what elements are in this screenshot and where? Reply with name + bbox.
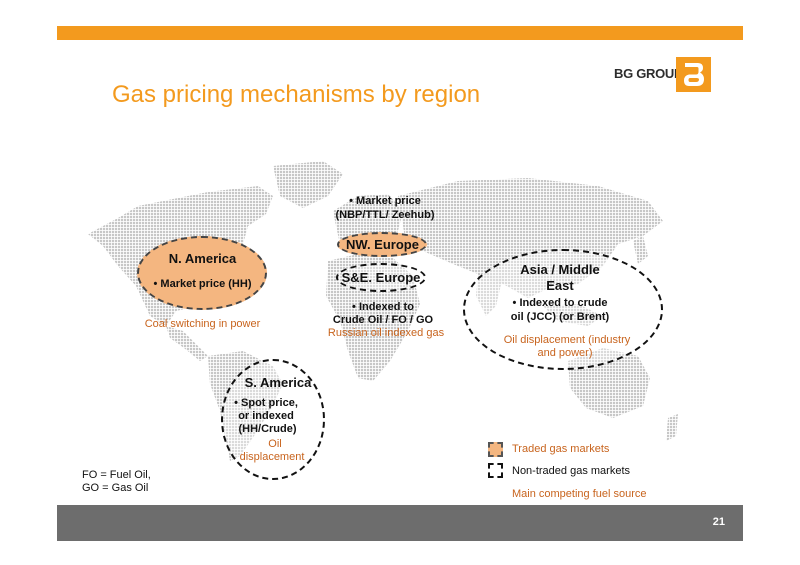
region-nw-europe-ellipse: [337, 232, 427, 257]
region-s-america-fuel-line2: displacement: [239, 451, 305, 463]
legend-nontraded-label: Non-traded gas markets: [512, 465, 630, 477]
region-asia-middle-east-name-line1: Asia / Middle: [520, 262, 600, 277]
slide-title: Gas pricing mechanisms by region: [112, 81, 481, 108]
region-asia-middle-east-ellipse: [463, 249, 663, 370]
region-n-america-bullet: • Market price (HH): [153, 278, 252, 290]
region-s-america-line2: or indexed: [238, 410, 294, 422]
legend-nontraded-swatch: [488, 463, 503, 478]
footer-bar: 21: [57, 505, 743, 541]
top-accent-bar: [57, 26, 743, 40]
abbreviation-note: FO = Fuel Oil, GO = Gas Oil: [82, 469, 151, 495]
region-nw-europe-detail: (NBP/TTL/ Zeehub): [335, 209, 435, 221]
abbreviation-note-line2: GO = Gas Oil: [82, 482, 149, 494]
region-n-america-name: N. America: [168, 251, 237, 266]
region-asia-middle-east-fuel-line2: and power): [537, 347, 593, 359]
region-se-europe-ellipse: [336, 263, 426, 292]
region-n-america-fuel: Coal switching in power: [144, 318, 261, 330]
region-nw-europe-bullet: • Market price: [349, 195, 421, 207]
bg-group-logo-icon: [676, 57, 711, 92]
region-s-america-fuel-line1: Oil: [268, 438, 282, 450]
region-nw-europe-name: NW. Europe: [346, 237, 419, 252]
region-s-america-ellipse: [221, 359, 325, 480]
region-se-europe-detail: Crude Oil / FO / GO: [332, 314, 434, 326]
page-number: 21: [712, 516, 725, 528]
legend-traded-label: Traded gas markets: [512, 443, 610, 455]
region-se-europe-bullet: • Indexed to: [352, 301, 414, 313]
abbreviation-note-line1: FO = Fuel Oil,: [82, 469, 151, 481]
logo-text: BG GROUP: [614, 66, 683, 81]
legend-fuel-source-label: Main competing fuel source: [512, 488, 647, 500]
map-greenland: [273, 161, 343, 208]
region-s-america-name: S. America: [244, 375, 312, 390]
map-new-zealand: [666, 414, 678, 441]
legend-traded-swatch: [488, 442, 503, 457]
region-s-america-line3: (HH/Crude): [238, 423, 297, 435]
region-asia-middle-east-fuel-line1: Oil displacement (industry: [503, 334, 631, 346]
region-n-america-ellipse: [137, 236, 267, 310]
region-se-europe-name: S&E. Europe: [341, 270, 421, 285]
region-asia-middle-east-name-line2: East: [546, 278, 574, 293]
map-japan: [633, 236, 648, 264]
region-asia-middle-east-detail: oil (JCC) (or Brent): [510, 311, 610, 323]
region-s-america-bullet: • Spot price,: [234, 397, 298, 409]
map-central-america: [166, 326, 208, 361]
region-asia-middle-east-bullet: • Indexed to crude: [512, 297, 608, 309]
region-se-europe-fuel: Russian oil indexed gas: [327, 327, 445, 339]
